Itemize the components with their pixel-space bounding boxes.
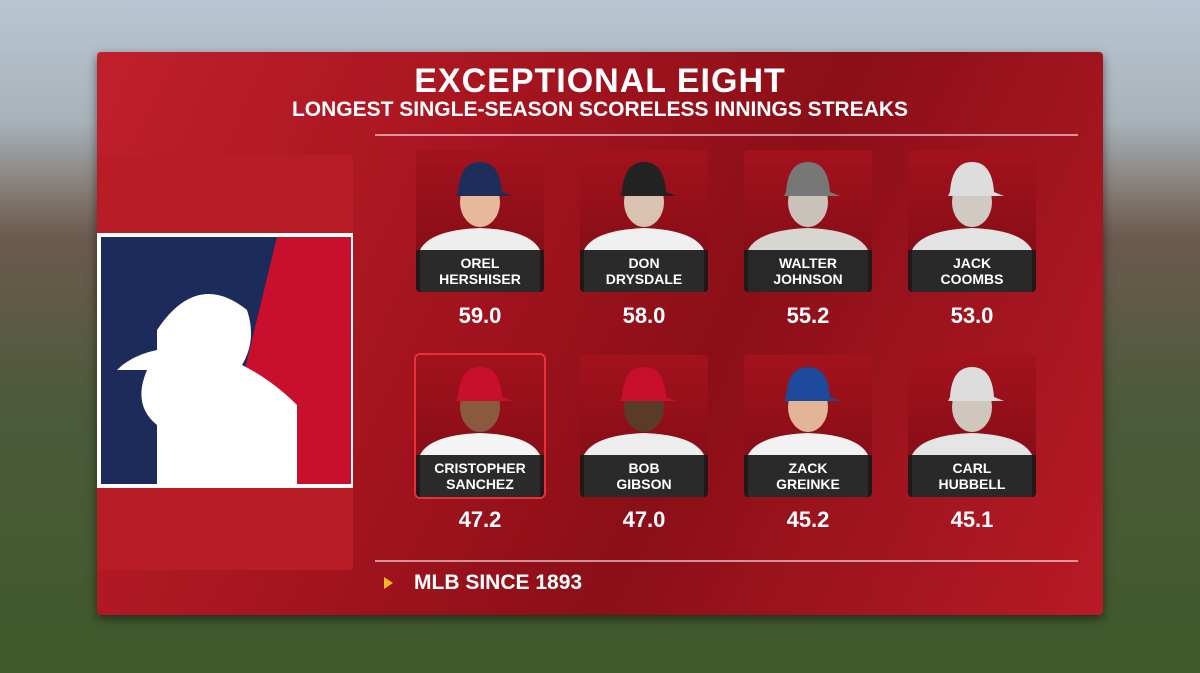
first-name: ZACK [788,460,828,476]
last-name: HERSHISER [439,271,521,287]
last-name: DRYSDALE [605,271,683,287]
innings-value: 47.2 [458,507,502,532]
first-name: BOB [628,460,660,476]
innings-value: 59.0 [458,303,502,328]
player-card: DON DRYSDALE [580,150,708,292]
divider [375,134,1078,136]
name-plate: OREL HERSHISER [416,250,544,292]
last-name: HUBBELL [938,476,1006,492]
title: EXCEPTIONAL EIGHT [414,62,786,100]
last-name: JOHNSON [773,271,843,287]
first-name: DON [628,255,660,271]
last-name: GIBSON [616,476,672,492]
first-name: CRISTOPHER [434,460,526,476]
last-name: GREINKE [776,476,840,492]
last-name: SANCHEZ [446,476,514,492]
name-plate: DON DRYSDALE [580,250,708,292]
divider [375,560,1078,562]
first-name: OREL [460,255,500,271]
player-card: CARL HUBBELL [908,355,1036,497]
footnote: MLB SINCE 1893 [414,571,583,594]
name-plate: BOB GIBSON [580,455,708,497]
innings-value: 58.0 [622,303,666,328]
player-card: CRISTOPHER SANCHEZ [414,353,546,499]
name-plate: CARL HUBBELL [908,455,1036,497]
player-card: ZACK GREINKE [744,355,872,497]
innings-value: 47.0 [622,507,666,532]
innings-value: 45.1 [950,507,994,532]
player-card: BOB GIBSON [580,355,708,497]
name-plate: ZACK GREINKE [744,455,872,497]
innings-value: 45.2 [786,507,830,532]
last-name: COOMBS [940,271,1004,287]
mlb-logo [97,155,353,570]
first-name: JACK [952,255,992,271]
player-card: OREL HERSHISER [416,150,544,292]
name-plate: CRISTOPHER SANCHEZ [416,455,544,497]
player-card: WALTER JOHNSON [744,150,872,292]
first-name: CARL [952,460,992,476]
bullet-arrow [384,577,393,589]
subtitle: LONGEST SINGLE-SEASON SCORELESS INNINGS … [291,98,909,121]
first-name: WALTER [778,255,838,271]
name-plate: WALTER JOHNSON [744,250,872,292]
player-card: JACK COOMBS [908,150,1036,292]
innings-value: 53.0 [950,303,994,328]
name-plate: JACK COOMBS [908,250,1036,292]
innings-value: 55.2 [786,303,830,328]
